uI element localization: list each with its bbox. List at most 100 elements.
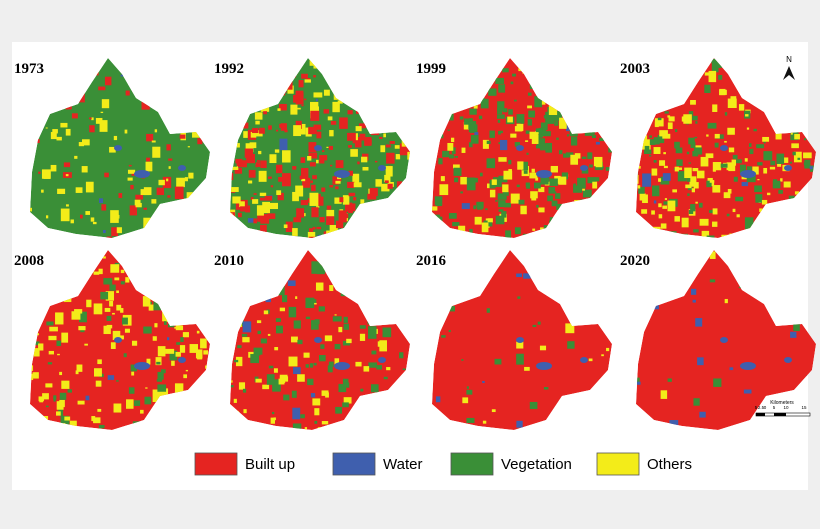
land-patch (383, 133, 386, 138)
land-patch (386, 367, 391, 371)
land-patch (180, 337, 184, 342)
land-patch (502, 191, 509, 196)
land-patch (489, 130, 495, 138)
land-patch (732, 154, 738, 159)
land-patch (556, 203, 562, 210)
land-patch (809, 166, 813, 170)
land-patch (385, 166, 393, 177)
scale-tick-label: 0 (764, 405, 767, 410)
land-patch (282, 379, 286, 383)
land-patch (110, 342, 116, 349)
land-patch (49, 326, 58, 332)
land-patch (547, 195, 553, 202)
water-body (580, 165, 588, 171)
land-patch (267, 176, 272, 179)
land-patch (125, 90, 130, 96)
land-patch (808, 106, 815, 113)
land-patch (50, 131, 57, 140)
land-patch (757, 162, 763, 166)
land-patch (169, 350, 178, 361)
land-patch (146, 157, 150, 162)
land-patch (521, 161, 529, 171)
land-patch (295, 185, 304, 197)
land-patch (440, 176, 445, 182)
land-patch (205, 365, 208, 369)
land-patch (491, 409, 496, 413)
land-patch (461, 359, 464, 361)
land-patch (116, 227, 122, 234)
land-patch (695, 201, 698, 204)
land-patch (809, 111, 812, 113)
land-patch (242, 388, 247, 393)
land-patch (129, 205, 138, 216)
land-patch (323, 89, 330, 96)
land-patch (131, 340, 138, 346)
land-patch (516, 114, 525, 124)
land-patch (794, 191, 799, 195)
land-patch (274, 347, 279, 351)
land-patch (448, 212, 457, 219)
land-patch (338, 210, 347, 223)
land-patch (690, 204, 696, 212)
land-patch (100, 291, 109, 300)
land-patch (103, 325, 111, 335)
land-patch (775, 132, 782, 140)
land-patch (516, 273, 522, 278)
land-patch (330, 164, 333, 167)
land-patch (816, 71, 820, 75)
land-patch (312, 398, 321, 406)
land-patch (363, 366, 370, 372)
land-patch (297, 107, 301, 110)
land-patch (530, 191, 538, 199)
land-patch (697, 357, 704, 366)
land-patch (57, 353, 60, 356)
land-patch (503, 170, 513, 180)
land-patch (86, 299, 92, 308)
land-patch (275, 129, 279, 132)
land-patch (706, 180, 712, 188)
land-patch (524, 366, 530, 371)
land-patch (250, 197, 254, 200)
land-patch (667, 122, 673, 130)
land-patch (101, 204, 107, 211)
year-label: 2020 (620, 253, 650, 269)
land-patch (164, 321, 167, 325)
land-patch (396, 181, 403, 188)
land-patch (358, 123, 366, 129)
land-patch (117, 335, 124, 340)
land-patch (154, 323, 158, 328)
land-patch (120, 281, 125, 285)
land-patch (728, 147, 735, 153)
land-patch (102, 256, 106, 259)
land-patch (259, 197, 265, 201)
land-patch (537, 321, 541, 325)
land-patch (156, 187, 165, 196)
land-patch (258, 170, 267, 182)
land-patch (559, 117, 567, 129)
land-patch (766, 192, 771, 196)
land-patch (816, 123, 818, 125)
land-patch (507, 116, 513, 123)
land-patch (379, 340, 387, 352)
land-patch (756, 144, 765, 149)
land-patch (259, 192, 267, 197)
land-patch (250, 354, 260, 364)
land-patch (811, 198, 816, 205)
land-patch (570, 154, 579, 165)
land-patch (123, 353, 127, 358)
land-patch (730, 96, 737, 100)
land-patch (582, 188, 585, 191)
land-patch (474, 132, 479, 137)
land-patch (67, 389, 72, 393)
land-patch (473, 177, 478, 183)
land-patch (151, 199, 157, 204)
land-patch (192, 131, 200, 138)
land-patch (174, 186, 184, 200)
land-patch (262, 201, 271, 214)
land-patch (447, 129, 450, 131)
land-patch (514, 142, 520, 147)
land-patch (692, 167, 699, 172)
land-patch (47, 362, 53, 365)
legend-label: Vegetation (501, 456, 572, 473)
land-patch (502, 108, 508, 113)
